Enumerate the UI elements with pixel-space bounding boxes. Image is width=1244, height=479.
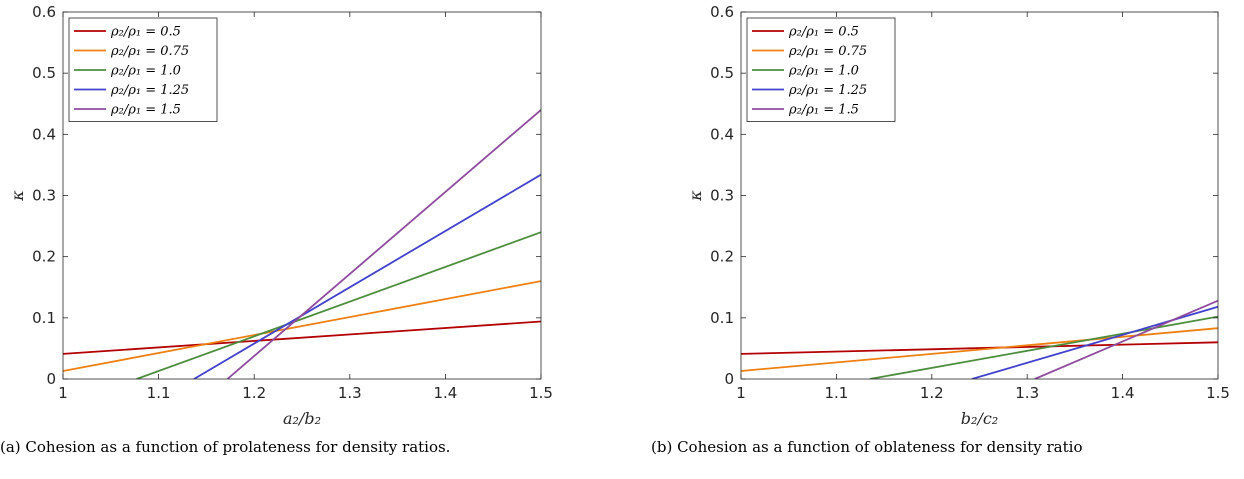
y-tick-label: 0.6 [710, 3, 734, 21]
legend-entry: ρ₂/ρ₁ = 0.75 [110, 44, 189, 59]
legend-entry: ρ₂/ρ₁ = 1.25 [788, 83, 867, 98]
legend-entry: ρ₂/ρ₁ = 1.5 [788, 103, 859, 118]
series-line-1 [741, 341, 1218, 355]
y-tick-label: 0.6 [32, 3, 56, 21]
legend-entry: ρ₂/ρ₁ = 0.5 [110, 25, 181, 40]
x-tick-label: 1 [58, 384, 68, 402]
y-tick-label: 0 [46, 370, 56, 388]
y-tick-label: 0.5 [710, 64, 734, 82]
x-axis-label: a₂/b₂ [283, 409, 321, 428]
legend-entry: ρ₂/ρ₁ = 1.5 [110, 103, 181, 118]
x-tick-label: 1.5 [529, 384, 553, 402]
legend-entry: ρ₂/ρ₁ = 1.0 [788, 64, 859, 79]
legend: ρ₂/ρ₁ = 0.5 ρ₂/ρ₁ = 0.75 ρ₂/ρ₁ = 1.0 ρ₂/ρ₁ … [746, 17, 896, 122]
y-tick-label: 0.2 [710, 248, 734, 266]
x-tick-label: 1.3 [338, 384, 362, 402]
x-tick-label: 1.3 [1015, 384, 1039, 402]
y-tick-label: 0 [724, 370, 734, 388]
chart-panel-2: 1 1.1 1.2 1.3 1.4 1.5 0 0.1 0.2 0.3 0.4 0.5 0.6 b₂/c₂… [651, 3, 1230, 456]
y-axis-label: κ [686, 190, 705, 202]
x-tick-label: 1.2 [920, 384, 944, 402]
y-tick-label: 0.1 [710, 309, 734, 327]
series-line-3 [136, 231, 541, 379]
figure-caption: (b) Cohesion as a function of oblateness… [651, 438, 1082, 456]
y-tick-label: 0.1 [32, 309, 56, 327]
y-tick-label: 0.3 [32, 187, 56, 205]
x-tick-label: 1.1 [824, 384, 848, 402]
series-line-2 [63, 280, 541, 372]
legend-entry: ρ₂/ρ₁ = 0.5 [788, 25, 859, 40]
legend: ρ₂/ρ₁ = 0.5 ρ₂/ρ₁ = 0.75 ρ₂/ρ₁ = 1.0 ρ₂/ρ₁ … [68, 17, 218, 122]
series-line-3 [869, 315, 1218, 379]
y-tick-label: 0.3 [710, 187, 734, 205]
series-line-2 [741, 327, 1218, 372]
series-line-4 [193, 173, 541, 379]
y-tick-label: 0.2 [32, 248, 56, 266]
legend-box [746, 17, 896, 122]
x-tick-label: 1.2 [242, 384, 266, 402]
y-tick-label: 0.4 [32, 125, 56, 143]
x-tick-label: 1 [736, 384, 746, 402]
x-axis-label: b₂/c₂ [961, 409, 998, 428]
x-tick-label: 1.5 [1206, 384, 1230, 402]
figure-caption: (a) Cohesion as a function of prolatenes… [0, 438, 450, 456]
y-tick-label: 0.4 [710, 125, 734, 143]
series-line-1 [63, 320, 541, 355]
y-axis-label: κ [8, 190, 27, 202]
legend-entry: ρ₂/ρ₁ = 0.75 [788, 44, 867, 59]
legend-entry: ρ₂/ρ₁ = 1.0 [110, 64, 181, 79]
series-line-5 [226, 109, 541, 379]
legend-entry: ρ₂/ρ₁ = 1.25 [110, 83, 189, 98]
y-tick-label: 0.5 [32, 64, 56, 82]
x-tick-label: 1.1 [147, 384, 171, 402]
x-tick-label: 1.4 [1111, 384, 1135, 402]
series-line-5 [1034, 299, 1218, 379]
x-tick-label: 1.4 [433, 384, 457, 402]
chart-panel-1: 1 1.1 1.2 1.3 1.4 1.5 0 0.1 0.2 0.3 0.4 0.5 0.6 a₂/b₂… [0, 3, 553, 456]
